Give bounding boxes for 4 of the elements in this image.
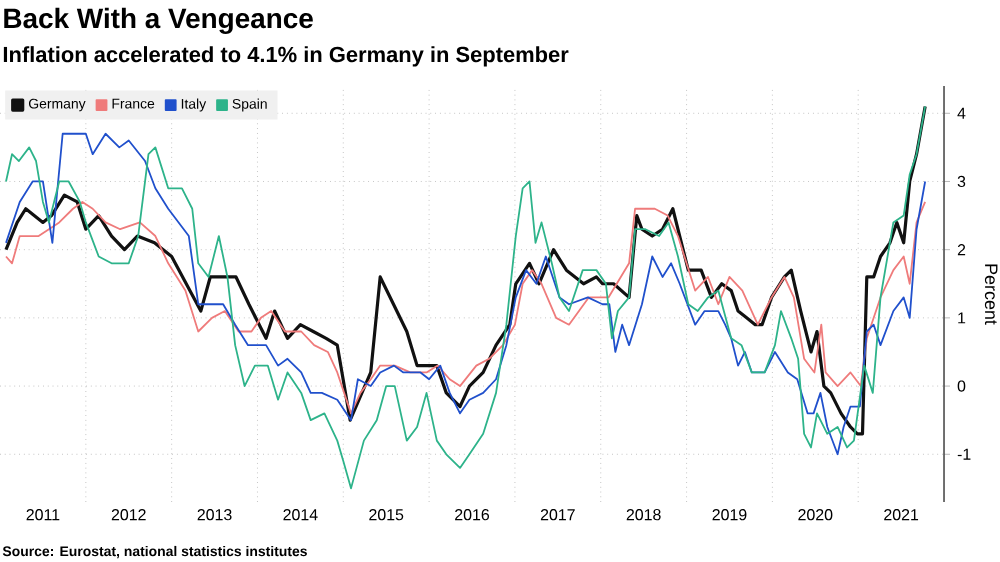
chart-subtitle: Inflation accelerated to 4.1% in Germany in September [3, 46, 569, 67]
y-axis-title: Percent [984, 264, 998, 325]
line-series [5, 201, 927, 415]
chart-title: Back With a Vengeance [4, 7, 313, 34]
